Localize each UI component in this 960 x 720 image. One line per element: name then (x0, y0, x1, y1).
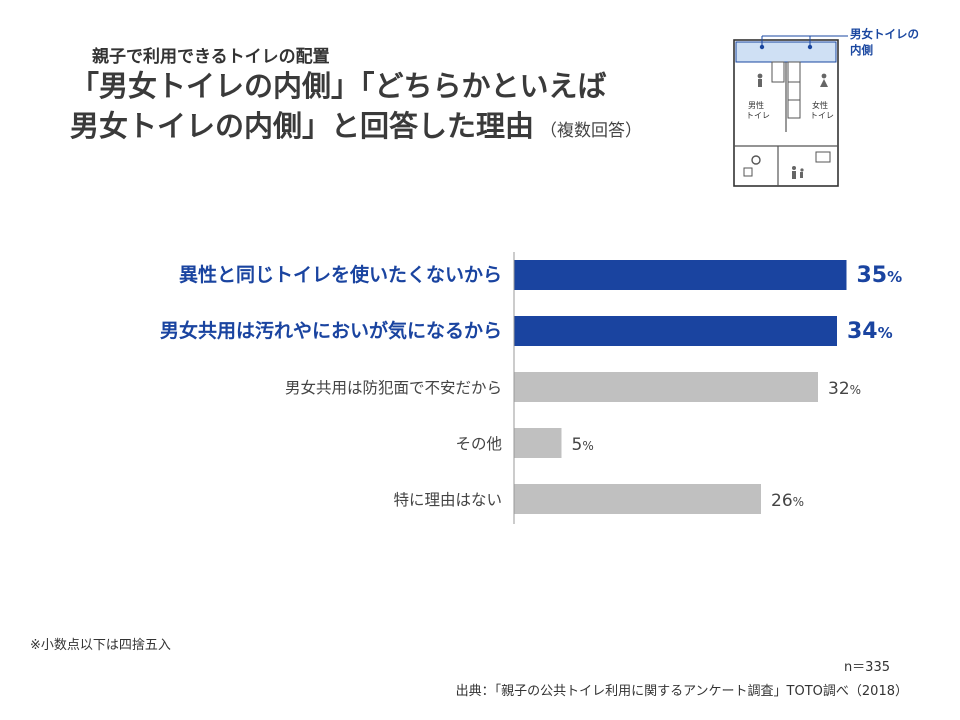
bar (514, 428, 562, 458)
stall (787, 99, 801, 119)
chart-title: 「男女トイレの内側」「どちらかといえば 男女トイレの内側」と回答した理由 （複数回… (70, 66, 642, 151)
wheelchair-icon (751, 155, 761, 165)
data-label: 34% (847, 319, 893, 344)
data-label: 32% (828, 379, 861, 399)
inset-callout-label-1: 男女トイレの (850, 27, 919, 41)
floor-plan-diagram: 男性 トイレ 女性 トイレ 男女トイレの 内側 (733, 27, 919, 187)
family-icon-child-body (800, 172, 803, 178)
inset-men-label-2: トイレ (746, 111, 770, 120)
data-label: 35% (857, 263, 903, 288)
sample-size: n＝335 (843, 660, 890, 675)
man-icon-body (758, 79, 762, 87)
data-label: 26% (771, 491, 804, 511)
category-label: 男女共用は防犯面で不安だから (285, 378, 502, 397)
title-line-1: 「男女トイレの内側」「どちらかといえば (70, 69, 607, 103)
family-icon-body (792, 171, 796, 179)
footnote: ※小数点以下は四捨五入 (30, 638, 171, 653)
family-icon-child (800, 168, 804, 172)
category-label: 異性と同じトイレを使いたくないから (179, 263, 502, 286)
bar (514, 316, 837, 346)
family-icon (792, 166, 796, 170)
stall (771, 61, 785, 83)
title-line-2: 男女トイレの内側」と回答した理由 （複数回答） (70, 106, 642, 151)
bar (514, 484, 761, 514)
inset-callout-label-2: 内側 (850, 43, 873, 57)
bar (514, 372, 818, 402)
category-label: 特に理由はない (393, 491, 502, 509)
data-label: 5% (572, 435, 594, 455)
category-label: 男女共用は汚れやにおいが気になるから (160, 319, 502, 342)
chart-subtitle: 親子で利用できるトイレの配置 (92, 47, 330, 67)
title-note: （複数回答） (540, 121, 643, 141)
highlight-area (735, 41, 837, 63)
source-note: 出典：「親子の公共トイレ利用に関するアンケート調査」TOTO調べ（2018） (455, 684, 908, 699)
bar (514, 260, 847, 290)
category-label: その他 (455, 435, 502, 453)
title-line-2-text: 男女トイレの内側」と回答した理由 (70, 109, 535, 143)
inset-women-label-2: トイレ (810, 111, 834, 120)
toilet-icon (743, 167, 753, 177)
inset-men-label-1: 男性 (748, 100, 764, 110)
bar-chart: 異性と同じトイレを使いたくないから 35% 男女共用は汚れやにおいが気になるから 34… (160, 252, 903, 524)
woman-icon-body (820, 79, 828, 87)
woman-icon (821, 73, 827, 79)
man-icon (757, 73, 763, 79)
inset-women-label-1: 女性 (812, 100, 828, 110)
sink-icon (815, 151, 831, 163)
